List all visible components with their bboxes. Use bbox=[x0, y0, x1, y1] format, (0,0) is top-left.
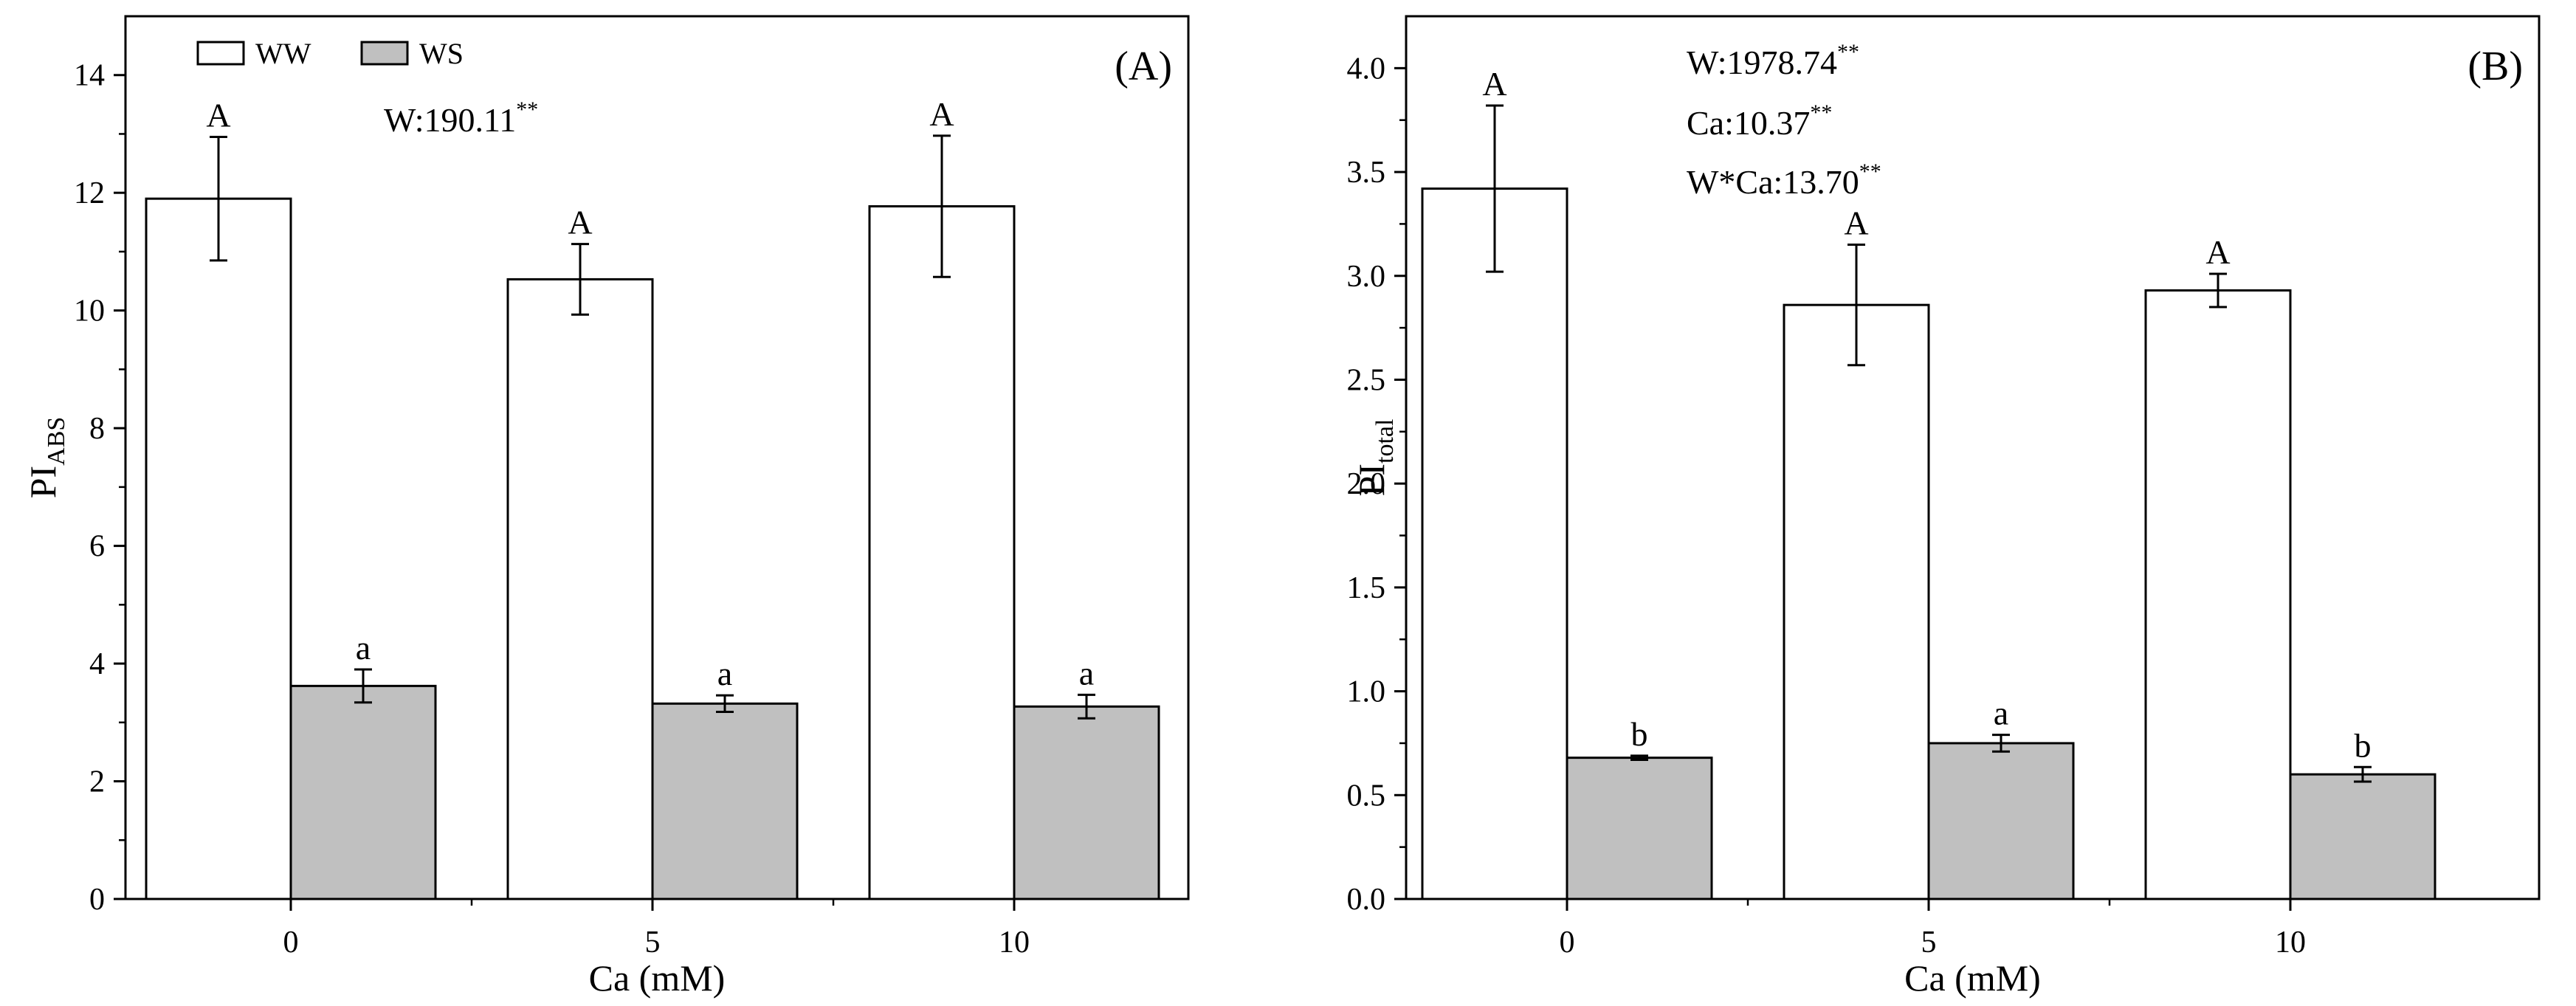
legend-swatch-ws bbox=[360, 41, 409, 66]
y-tick-label: 0.5 bbox=[1347, 779, 1386, 813]
x-tick-label: 10 bbox=[2275, 926, 2306, 960]
stat-significance: ** bbox=[1810, 100, 1832, 125]
legend-label: WS bbox=[419, 37, 464, 70]
stat-text: W:190.11 bbox=[384, 101, 516, 139]
error-bar bbox=[1630, 754, 1648, 761]
significance-letter: A bbox=[568, 204, 592, 241]
x-tick-label: 5 bbox=[1921, 926, 1937, 960]
error-bar bbox=[354, 668, 372, 704]
y-tick-label: 14 bbox=[74, 59, 105, 93]
x-axis-label: Ca (mM) bbox=[589, 957, 726, 999]
stat-annotation: W:1978.74** bbox=[1687, 40, 1859, 81]
significance-letter: b bbox=[2355, 726, 2372, 764]
stat-significance: ** bbox=[1837, 40, 1859, 64]
stat-significance: ** bbox=[1859, 159, 1881, 184]
bar-ww bbox=[1783, 303, 1930, 900]
y-tick-label: 10 bbox=[74, 294, 105, 328]
error-bar bbox=[571, 243, 589, 316]
bar-ww bbox=[506, 278, 654, 900]
error-bar bbox=[1486, 104, 1504, 273]
stat-annotation: W:190.11** bbox=[384, 97, 538, 139]
y-tick-label: 4 bbox=[89, 647, 105, 681]
y-axis-label-subscript: ABS bbox=[43, 417, 70, 466]
error-bar bbox=[716, 694, 734, 713]
significance-letter: A bbox=[2205, 233, 2230, 271]
error-bar bbox=[1992, 734, 2010, 753]
stat-significance: ** bbox=[516, 97, 538, 122]
significance-letter: a bbox=[1079, 654, 1094, 692]
y-axis-label-main: PI bbox=[22, 466, 63, 498]
y-tick-label: 1.0 bbox=[1347, 675, 1386, 709]
significance-letter: A bbox=[1482, 65, 1506, 103]
y-axis-label-main: PI bbox=[1351, 464, 1392, 496]
significance-letter: a bbox=[356, 629, 371, 666]
y-tick-label: 4.0 bbox=[1347, 52, 1386, 86]
y-tick-label: 12 bbox=[74, 176, 105, 210]
error-bar bbox=[210, 135, 227, 262]
bar-ws bbox=[1013, 705, 1160, 900]
legend-swatch-ww bbox=[196, 41, 245, 66]
stat-text: W*Ca:13.70 bbox=[1687, 163, 1859, 201]
y-tick-label: 6 bbox=[89, 530, 105, 564]
chart-panel-a: 0 2 4 6 8 10 12 14 PIABS 0 5 10 Ca (mM) A A Aa a a (A) W:19… bbox=[22, 15, 1190, 999]
x-tick-label: 5 bbox=[645, 926, 661, 960]
error-bar bbox=[2209, 272, 2227, 309]
panel-label: (A) bbox=[1115, 44, 1172, 89]
x-tick-label: 0 bbox=[1560, 926, 1575, 960]
bar-ww bbox=[2144, 289, 2292, 900]
bar-ws bbox=[651, 702, 799, 900]
y-tick-label: 2.0 bbox=[1347, 467, 1386, 501]
error-bar bbox=[2354, 765, 2372, 783]
y-axis-label: PItotal bbox=[1351, 419, 1399, 497]
legend-label: WW bbox=[255, 37, 311, 70]
bar-ww bbox=[1421, 187, 1568, 900]
bar-ws bbox=[2289, 773, 2436, 900]
y-tick-label: 3.5 bbox=[1347, 156, 1386, 190]
significance-letter: A bbox=[206, 96, 230, 134]
y-axis-label-subscript: total bbox=[1371, 419, 1399, 464]
stat-text: Ca:10.37 bbox=[1687, 104, 1810, 142]
y-tick-label: 3.0 bbox=[1347, 260, 1386, 294]
x-tick-label: 0 bbox=[283, 926, 299, 960]
y-tick-label: 2.5 bbox=[1347, 363, 1386, 397]
stat-text: W:1978.74 bbox=[1687, 44, 1837, 81]
y-tick-label: 0 bbox=[89, 883, 105, 917]
chart-panel-b: 0.0 0.5 1.0 1.5 2.0 2.5 3.0 3.5 4.0 PItotal 0 5 10 Ca… bbox=[1347, 15, 2541, 999]
error-bar bbox=[933, 134, 951, 278]
significance-letter: a bbox=[717, 655, 732, 692]
y-tick-label: 0.0 bbox=[1347, 883, 1386, 917]
y-tick-label: 2 bbox=[89, 765, 105, 799]
error-bar bbox=[1847, 244, 1865, 367]
bar-ws bbox=[1927, 742, 2075, 900]
stat-annotation: W*Ca:13.70** bbox=[1687, 159, 1881, 201]
significance-letter: A bbox=[929, 95, 954, 133]
y-axis-label: PIABS bbox=[22, 417, 70, 499]
bar-ws bbox=[289, 684, 437, 900]
significance-letter: a bbox=[1994, 695, 2008, 732]
legend: WW WS bbox=[196, 37, 464, 70]
bar-ws bbox=[1566, 757, 1713, 900]
bar-ww bbox=[868, 205, 1016, 900]
bar-ww bbox=[145, 197, 292, 900]
significance-letter: b bbox=[1631, 715, 1648, 753]
error-bar bbox=[1078, 693, 1095, 720]
panel-label: (B) bbox=[2467, 44, 2523, 89]
significance-letter: A bbox=[1844, 204, 1868, 242]
stat-annotation: Ca:10.37** bbox=[1687, 100, 1832, 142]
y-tick-label: 8 bbox=[89, 412, 105, 446]
x-tick-label: 10 bbox=[999, 926, 1030, 960]
x-axis-label: Ca (mM) bbox=[1904, 957, 2041, 999]
y-tick-label: 1.5 bbox=[1347, 571, 1386, 605]
